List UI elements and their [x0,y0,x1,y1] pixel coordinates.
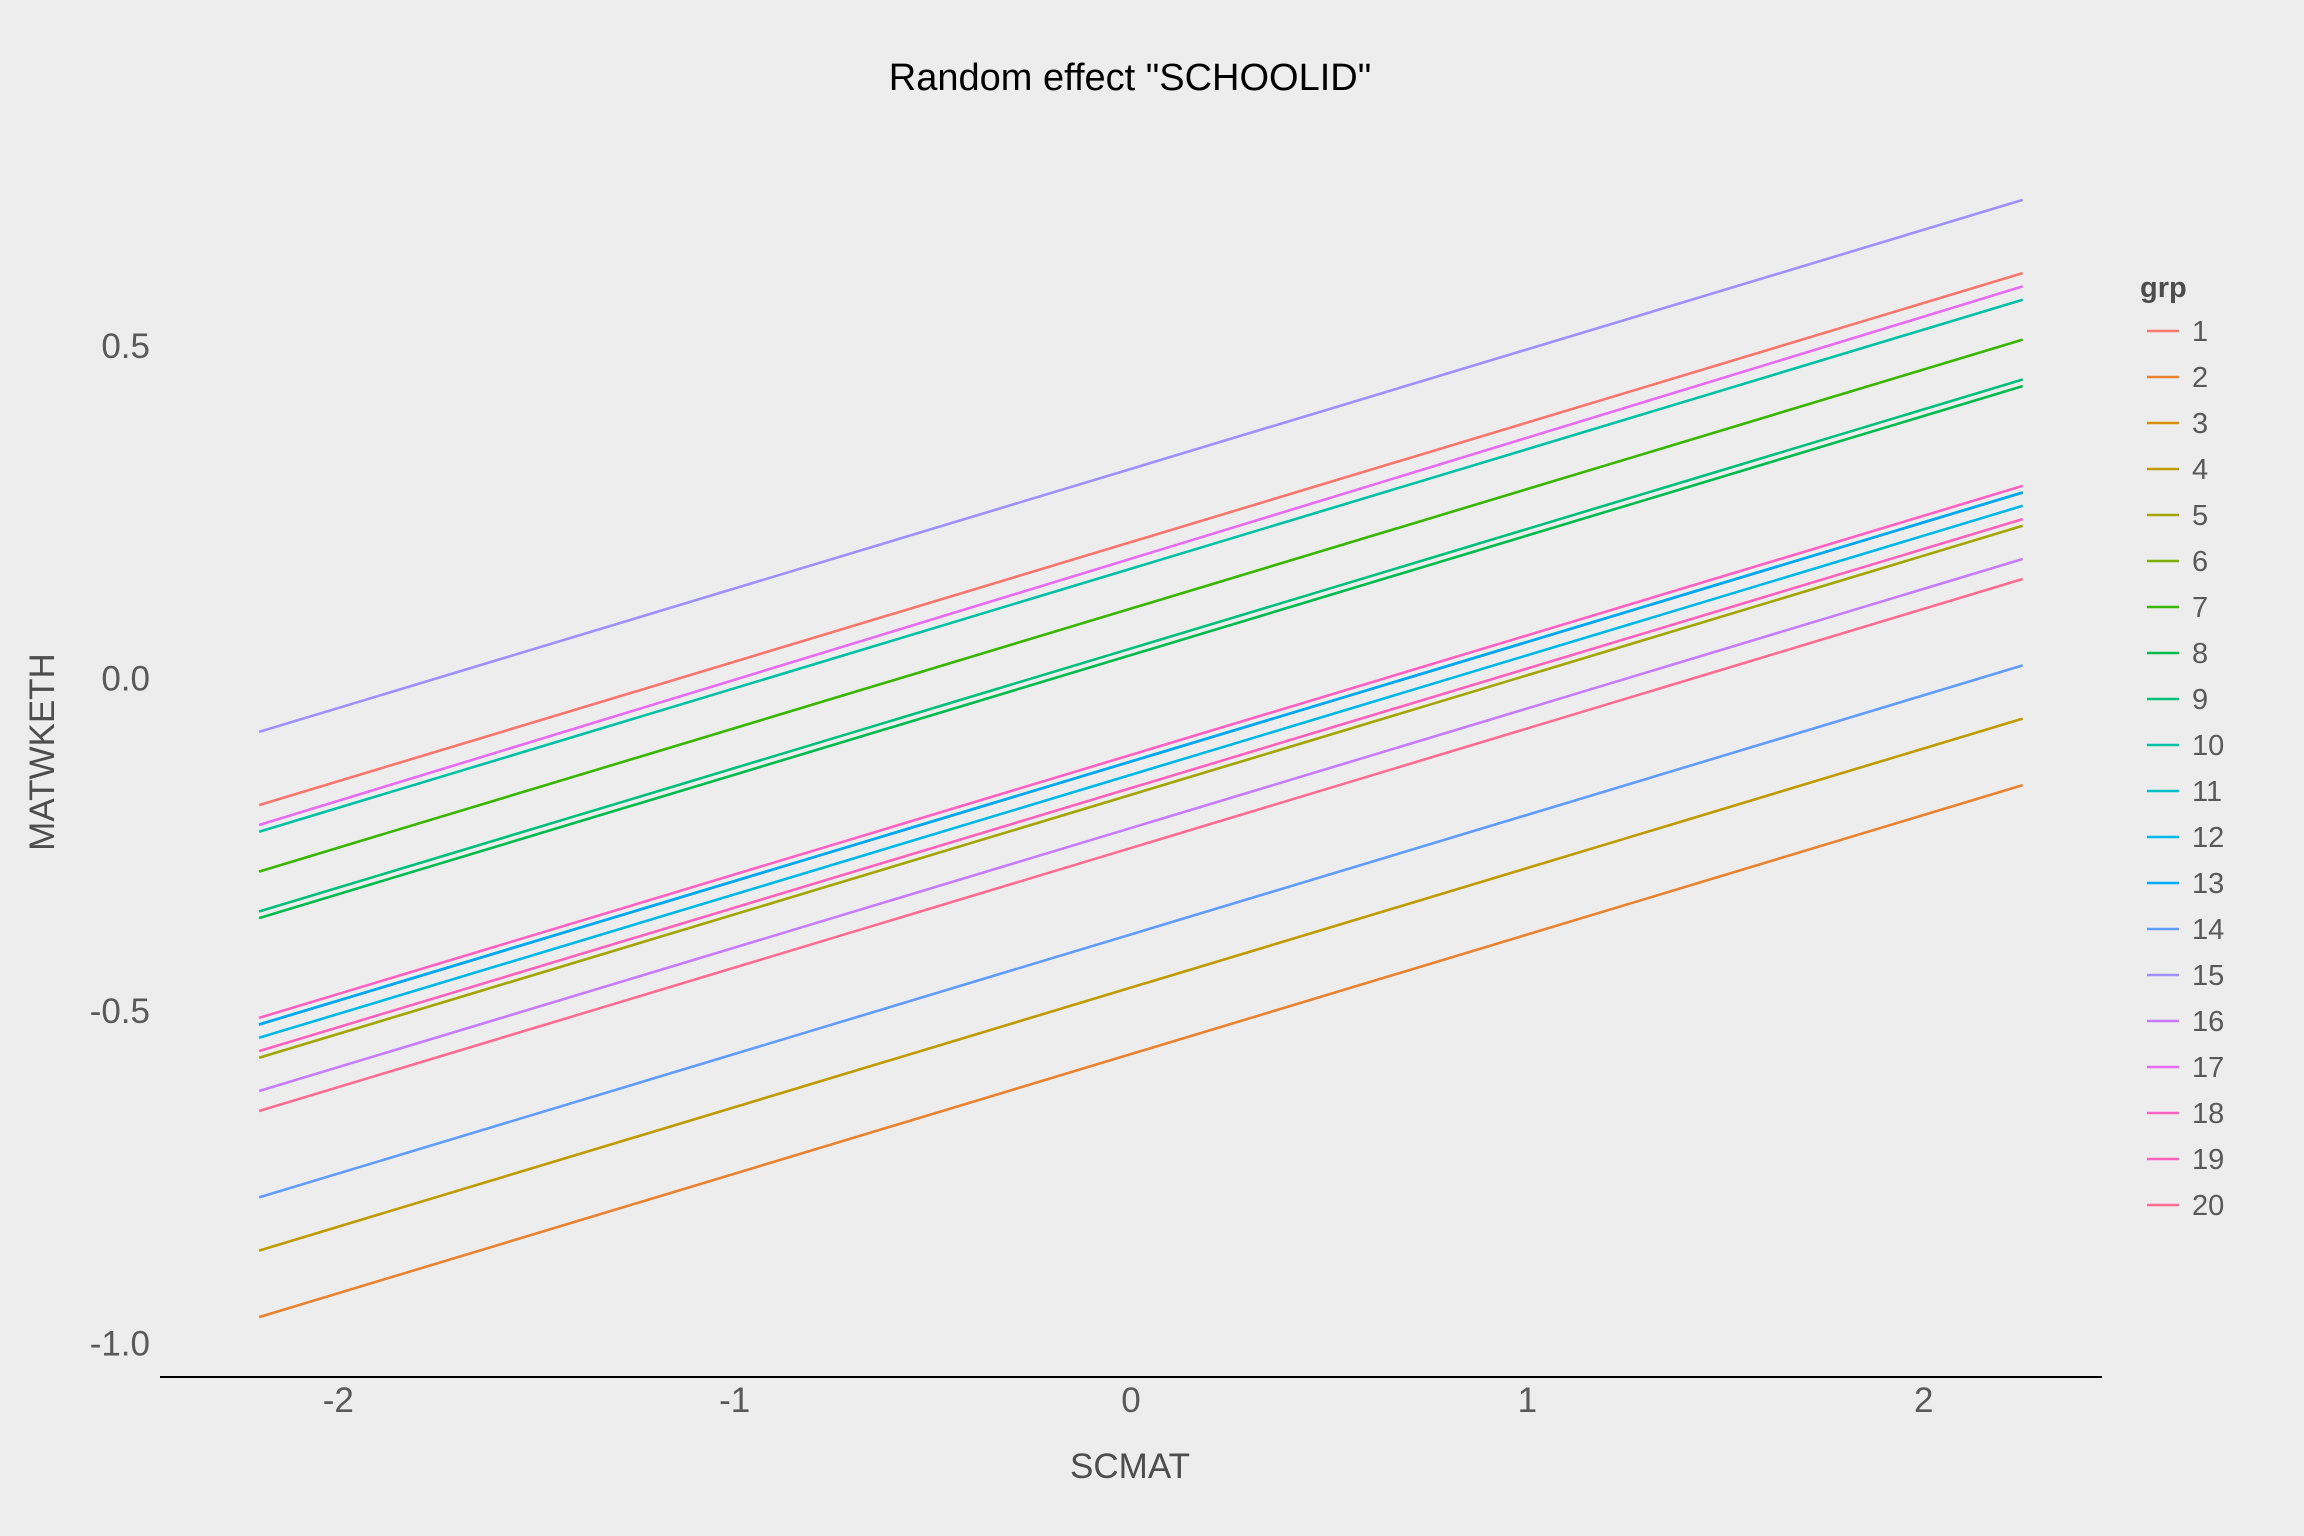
legend-label: 2 [2192,362,2208,394]
chart-title: Random effect "SCHOOLID" [889,57,1371,99]
legend-item: 17 [2147,1052,2224,1084]
legend-title: grp [2140,272,2187,304]
legend-item: 20 [2147,1190,2224,1222]
legend-item: 1 [2147,316,2208,348]
series-line-grp-18 [258,484,2024,1020]
legend-item: 11 [2147,776,2222,808]
series-line-grp-8 [258,384,2024,920]
series-line-grp-10 [258,298,2024,833]
legend-label: 13 [2192,868,2224,900]
legend-item: 9 [2147,684,2208,716]
legend-item: 14 [2147,914,2224,946]
legend-label: 19 [2192,1144,2224,1176]
legend-item: 4 [2147,454,2208,486]
series-line-grp-2 [258,783,2024,1319]
y-tick-label: -1.0 [90,1325,150,1364]
series-line-grp-17 [258,285,2024,827]
legend-item: 13 [2147,868,2224,900]
series-line-grp-14 [258,664,2024,1199]
series-line-grp-13 [258,491,2024,1026]
series-line-grp-4 [258,717,2024,1252]
y-tick-labels: -1.0 -0.5 0.0 0.5 [90,327,150,1364]
series-line-grp-1 [258,271,2024,807]
series-line-grp-19 [258,517,2024,1053]
legend-label: 5 [2192,500,2208,532]
x-tick-label: 2 [1914,1381,1933,1420]
legend-label: 14 [2192,914,2224,946]
legend-item: 18 [2147,1098,2224,1130]
legend-label: 11 [2192,776,2222,808]
legend-item: 3 [2147,408,2208,440]
series-lines [258,198,2024,1319]
legend-label: 6 [2192,546,2208,578]
legend-label: 7 [2192,592,2208,624]
legend-label: 16 [2192,1006,2224,1038]
legend-item: 19 [2147,1144,2224,1176]
legend-label: 3 [2192,408,2208,440]
series-line-grp-9 [258,378,2024,913]
x-axis-label: SCMAT [1070,1447,1190,1486]
series-line-grp-7 [258,338,2024,873]
legend-item: 2 [2147,362,2208,394]
x-tick-label: 1 [1518,1381,1537,1420]
x-tick-label: 0 [1121,1381,1140,1420]
y-tick-label: -0.5 [90,992,150,1031]
series-line-grp-20 [258,577,2024,1113]
legend-label: 10 [2192,730,2224,762]
y-axis-label: MATWKETH [23,653,62,851]
legend-item: 6 [2147,546,2208,578]
legend-item: 15 [2147,960,2224,992]
legend-label: 12 [2192,822,2224,854]
legend-item: 8 [2147,638,2208,670]
x-tick-label: -1 [719,1381,750,1420]
x-tick-label: -2 [323,1381,354,1420]
legend-label: 1 [2192,316,2208,348]
legend-item: 16 [2147,1006,2224,1038]
legend-label: 17 [2192,1052,2224,1084]
y-tick-label: 0.0 [101,660,150,699]
legend-item: 7 [2147,592,2208,624]
series-line-grp-16 [258,557,2024,1093]
legend-label: 20 [2192,1190,2224,1222]
legend-label: 9 [2192,684,2208,716]
series-line-grp-5 [258,524,2024,1060]
series-line-grp-15 [258,198,2024,734]
legend-label: 4 [2192,454,2208,486]
series-line-grp-12 [258,504,2024,1040]
legend-item: 12 [2147,822,2224,854]
x-tick-labels: -2 -1 0 1 2 [323,1381,1934,1420]
legend-item: 5 [2147,500,2208,532]
legend-item: 10 [2147,730,2224,762]
legend-label: 18 [2192,1098,2224,1130]
y-tick-label: 0.5 [101,327,150,366]
legend-label: 8 [2192,638,2208,670]
legend-label: 15 [2192,960,2224,992]
